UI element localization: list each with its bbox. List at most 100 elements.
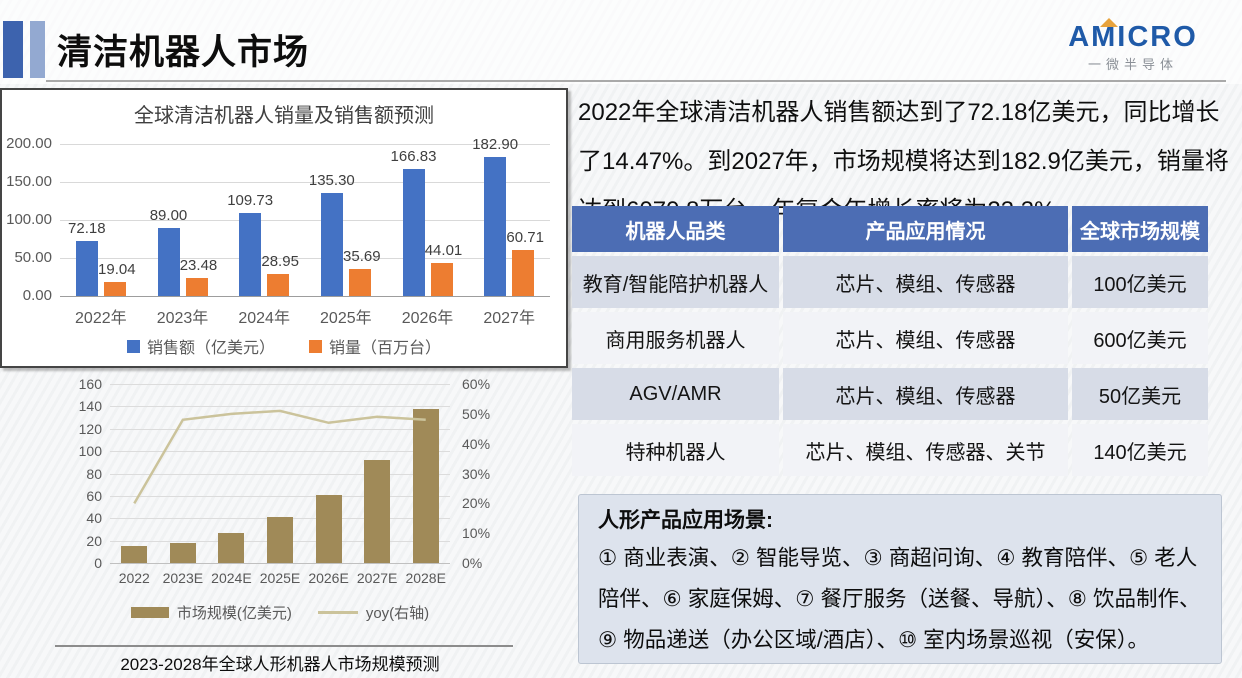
data-label: 166.83 bbox=[390, 148, 437, 166]
title-accent-bar-dark bbox=[3, 21, 23, 78]
left-axis-label: 140 bbox=[78, 398, 102, 415]
x-axis-label: 2025年 bbox=[320, 310, 372, 327]
left-axis-label: 160 bbox=[78, 376, 102, 392]
data-label: 182.90 bbox=[472, 135, 519, 153]
legend-item: 市场规模(亿美元) bbox=[130, 602, 292, 623]
grid-line bbox=[60, 296, 550, 297]
amicro-logo-text: AMICRO bbox=[1068, 21, 1198, 53]
legend-item: 销量（百万台） bbox=[309, 334, 441, 358]
humanoid-market-chart: 0 20 40 60 80 100 120 140 160 0% 10% 20% 30% 40% 50% 60… bbox=[40, 374, 520, 636]
humanoid-caption-divider bbox=[55, 645, 513, 647]
bar-volume bbox=[103, 281, 126, 296]
bar-sales bbox=[157, 228, 180, 296]
legend-swatch bbox=[126, 339, 140, 353]
left-axis-label: 20 bbox=[86, 532, 102, 549]
bar-sales bbox=[75, 241, 98, 296]
data-label: 109.73 bbox=[227, 191, 274, 209]
application-scenarios-box: 人形产品应用场景: ① 商业表演、② 智能导览、③ 商超问询、④ 教育陪伴、⑤ … bbox=[578, 494, 1222, 664]
page-title: 清洁机器人市场 bbox=[57, 33, 310, 72]
bar-volume bbox=[430, 262, 453, 296]
legend-swatch bbox=[130, 607, 169, 618]
left-axis-label: 40 bbox=[86, 510, 102, 527]
y-axis-label: 0.00 bbox=[22, 287, 52, 304]
bar-market-size bbox=[364, 460, 391, 563]
x-axis-label: 2022年 bbox=[75, 310, 127, 327]
legend-label: 市场规模(亿美元) bbox=[176, 605, 292, 622]
bar-market-size bbox=[267, 517, 293, 563]
x-axis-label: 2027E bbox=[356, 570, 398, 586]
bar-market-size bbox=[218, 532, 245, 563]
chart-legend: 市场规模(亿美元) yoy(右轴) bbox=[40, 602, 520, 623]
x-axis-label: 2022 bbox=[118, 570, 150, 586]
x-axis-label: 2024年 bbox=[238, 310, 290, 327]
right-axis-label: 50% bbox=[462, 405, 491, 422]
right-axis-label: 20% bbox=[462, 495, 491, 512]
grid-line bbox=[60, 144, 550, 145]
chart-legend: 销售额（亿美元） 销量（百万台） bbox=[2, 334, 566, 358]
amicro-logo-subtitle: 一微半导体 bbox=[1087, 57, 1178, 72]
data-label: 28.95 bbox=[261, 252, 299, 270]
table-cell: 100亿美元 bbox=[1072, 256, 1208, 308]
right-axis-label: 30% bbox=[462, 465, 491, 482]
bar-sales bbox=[402, 169, 425, 296]
y-axis-label: 200.00 bbox=[6, 135, 52, 152]
bar-market-size bbox=[412, 408, 439, 563]
application-scenarios-title: 人形产品应用场景: bbox=[598, 509, 773, 532]
table-header-cell: 产品应用情况 bbox=[783, 206, 1068, 252]
data-label: 135.30 bbox=[308, 172, 355, 190]
left-axis-label: 80 bbox=[86, 465, 102, 482]
bar-volume bbox=[185, 278, 208, 296]
legend-item: 销售额（亿美元） bbox=[126, 334, 275, 358]
x-axis-label: 2023年 bbox=[156, 310, 209, 327]
x-axis-label: 2024E bbox=[211, 570, 252, 586]
grid-line bbox=[60, 258, 550, 259]
humanoid-chart-caption: 2023-2028年全球人形机器人市场规模预测 bbox=[120, 655, 440, 674]
right-axis-label: 40% bbox=[462, 435, 491, 452]
grid-line bbox=[110, 473, 450, 475]
sales-chart-panel: 全球清洁机器人销量及销售额预测 0.00 50.00 100.00 150.00 200… bbox=[0, 88, 568, 368]
right-axis-label: 10% bbox=[462, 525, 491, 542]
x-axis-label: 2023E bbox=[162, 570, 204, 586]
table-cell: 芯片、模组、传感器 bbox=[783, 312, 1068, 364]
grid-line bbox=[110, 384, 450, 385]
data-label: 72.18 bbox=[68, 220, 106, 238]
legend-label: yoy(右轴) bbox=[365, 605, 430, 622]
grid-line bbox=[110, 563, 450, 564]
application-scenarios-body: ① 商业表演、② 智能导览、③ 商超问询、④ 教育陪伴、⑤ 老人陪伴、⑥ 家庭保… bbox=[598, 546, 1201, 652]
y-axis-label: 50.00 bbox=[14, 249, 52, 266]
right-axis-label: 60% bbox=[462, 376, 491, 392]
header-band bbox=[0, 0, 1242, 84]
table-header-cell: 机器人品类 bbox=[572, 206, 779, 252]
table-cell: 特种机器人 bbox=[572, 424, 779, 476]
right-axis-label: 0% bbox=[462, 555, 483, 571]
bar-market-size bbox=[315, 494, 342, 563]
data-label: 35.69 bbox=[343, 247, 381, 265]
table-cell: 芯片、模组、传感器 bbox=[783, 256, 1068, 308]
y-axis-label: 100.00 bbox=[6, 211, 52, 228]
grid-line bbox=[110, 428, 450, 430]
legend-item: yoy(右轴) bbox=[317, 602, 430, 623]
legend-swatch bbox=[309, 339, 322, 353]
table-header-cell: 全球市场规模 bbox=[1072, 206, 1208, 252]
x-axis-label: 2026E bbox=[308, 570, 349, 586]
data-label: 44.01 bbox=[424, 241, 463, 259]
left-axis-label: 120 bbox=[78, 420, 102, 437]
bar-volume bbox=[267, 273, 290, 296]
x-axis-label: 2028E bbox=[405, 570, 446, 586]
header-divider bbox=[46, 80, 1226, 82]
table-cell: 教育/智能陪护机器人 bbox=[572, 256, 779, 308]
data-label: 89.00 bbox=[149, 207, 188, 225]
sales-chart: 0.00 50.00 100.00 150.00 200.00 72.18 19.04 202… bbox=[2, 90, 566, 366]
left-axis-label: 100 bbox=[78, 443, 102, 460]
legend-label: 销量（百万台） bbox=[329, 340, 442, 357]
bar-market-size bbox=[169, 542, 196, 563]
table-cell: 50亿美元 bbox=[1072, 368, 1208, 420]
yoy-line bbox=[133, 409, 426, 504]
data-label: 23.48 bbox=[179, 257, 218, 275]
x-axis-label: 2025E bbox=[259, 570, 301, 586]
data-label: 19.04 bbox=[98, 260, 136, 278]
grid-line bbox=[110, 406, 450, 408]
title-accent-bar-light bbox=[30, 21, 45, 78]
data-label: 60.71 bbox=[506, 228, 544, 246]
